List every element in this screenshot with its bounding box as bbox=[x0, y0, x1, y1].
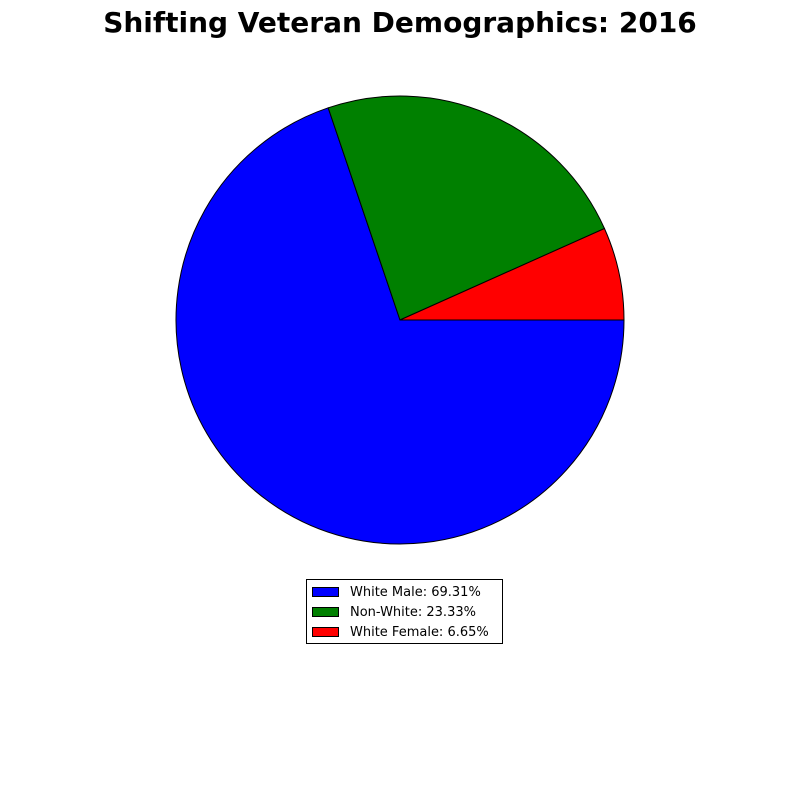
legend: White Male: 69.31% Non-White: 23.33% Whi… bbox=[306, 579, 503, 644]
chart-title: Shifting Veteran Demographics: 2016 bbox=[103, 6, 697, 39]
legend-swatch-white-female bbox=[312, 627, 339, 637]
legend-label-white-male: White Male: 69.31% bbox=[350, 584, 481, 600]
legend-label-white-female: White Female: 6.65% bbox=[350, 624, 489, 640]
legend-swatch-non-white bbox=[312, 607, 339, 617]
legend-item-non-white: Non-White: 23.33% bbox=[312, 603, 476, 621]
legend-item-white-male: White Male: 69.31% bbox=[312, 583, 481, 601]
legend-label-non-white: Non-White: 23.33% bbox=[350, 604, 476, 620]
pie-slice-non-white bbox=[327, 95, 606, 321]
pie-slice-white-female bbox=[399, 227, 625, 321]
pie-slice-white-male bbox=[175, 107, 625, 545]
legend-item-white-female: White Female: 6.65% bbox=[312, 623, 489, 641]
legend-swatch-white-male bbox=[312, 587, 339, 597]
